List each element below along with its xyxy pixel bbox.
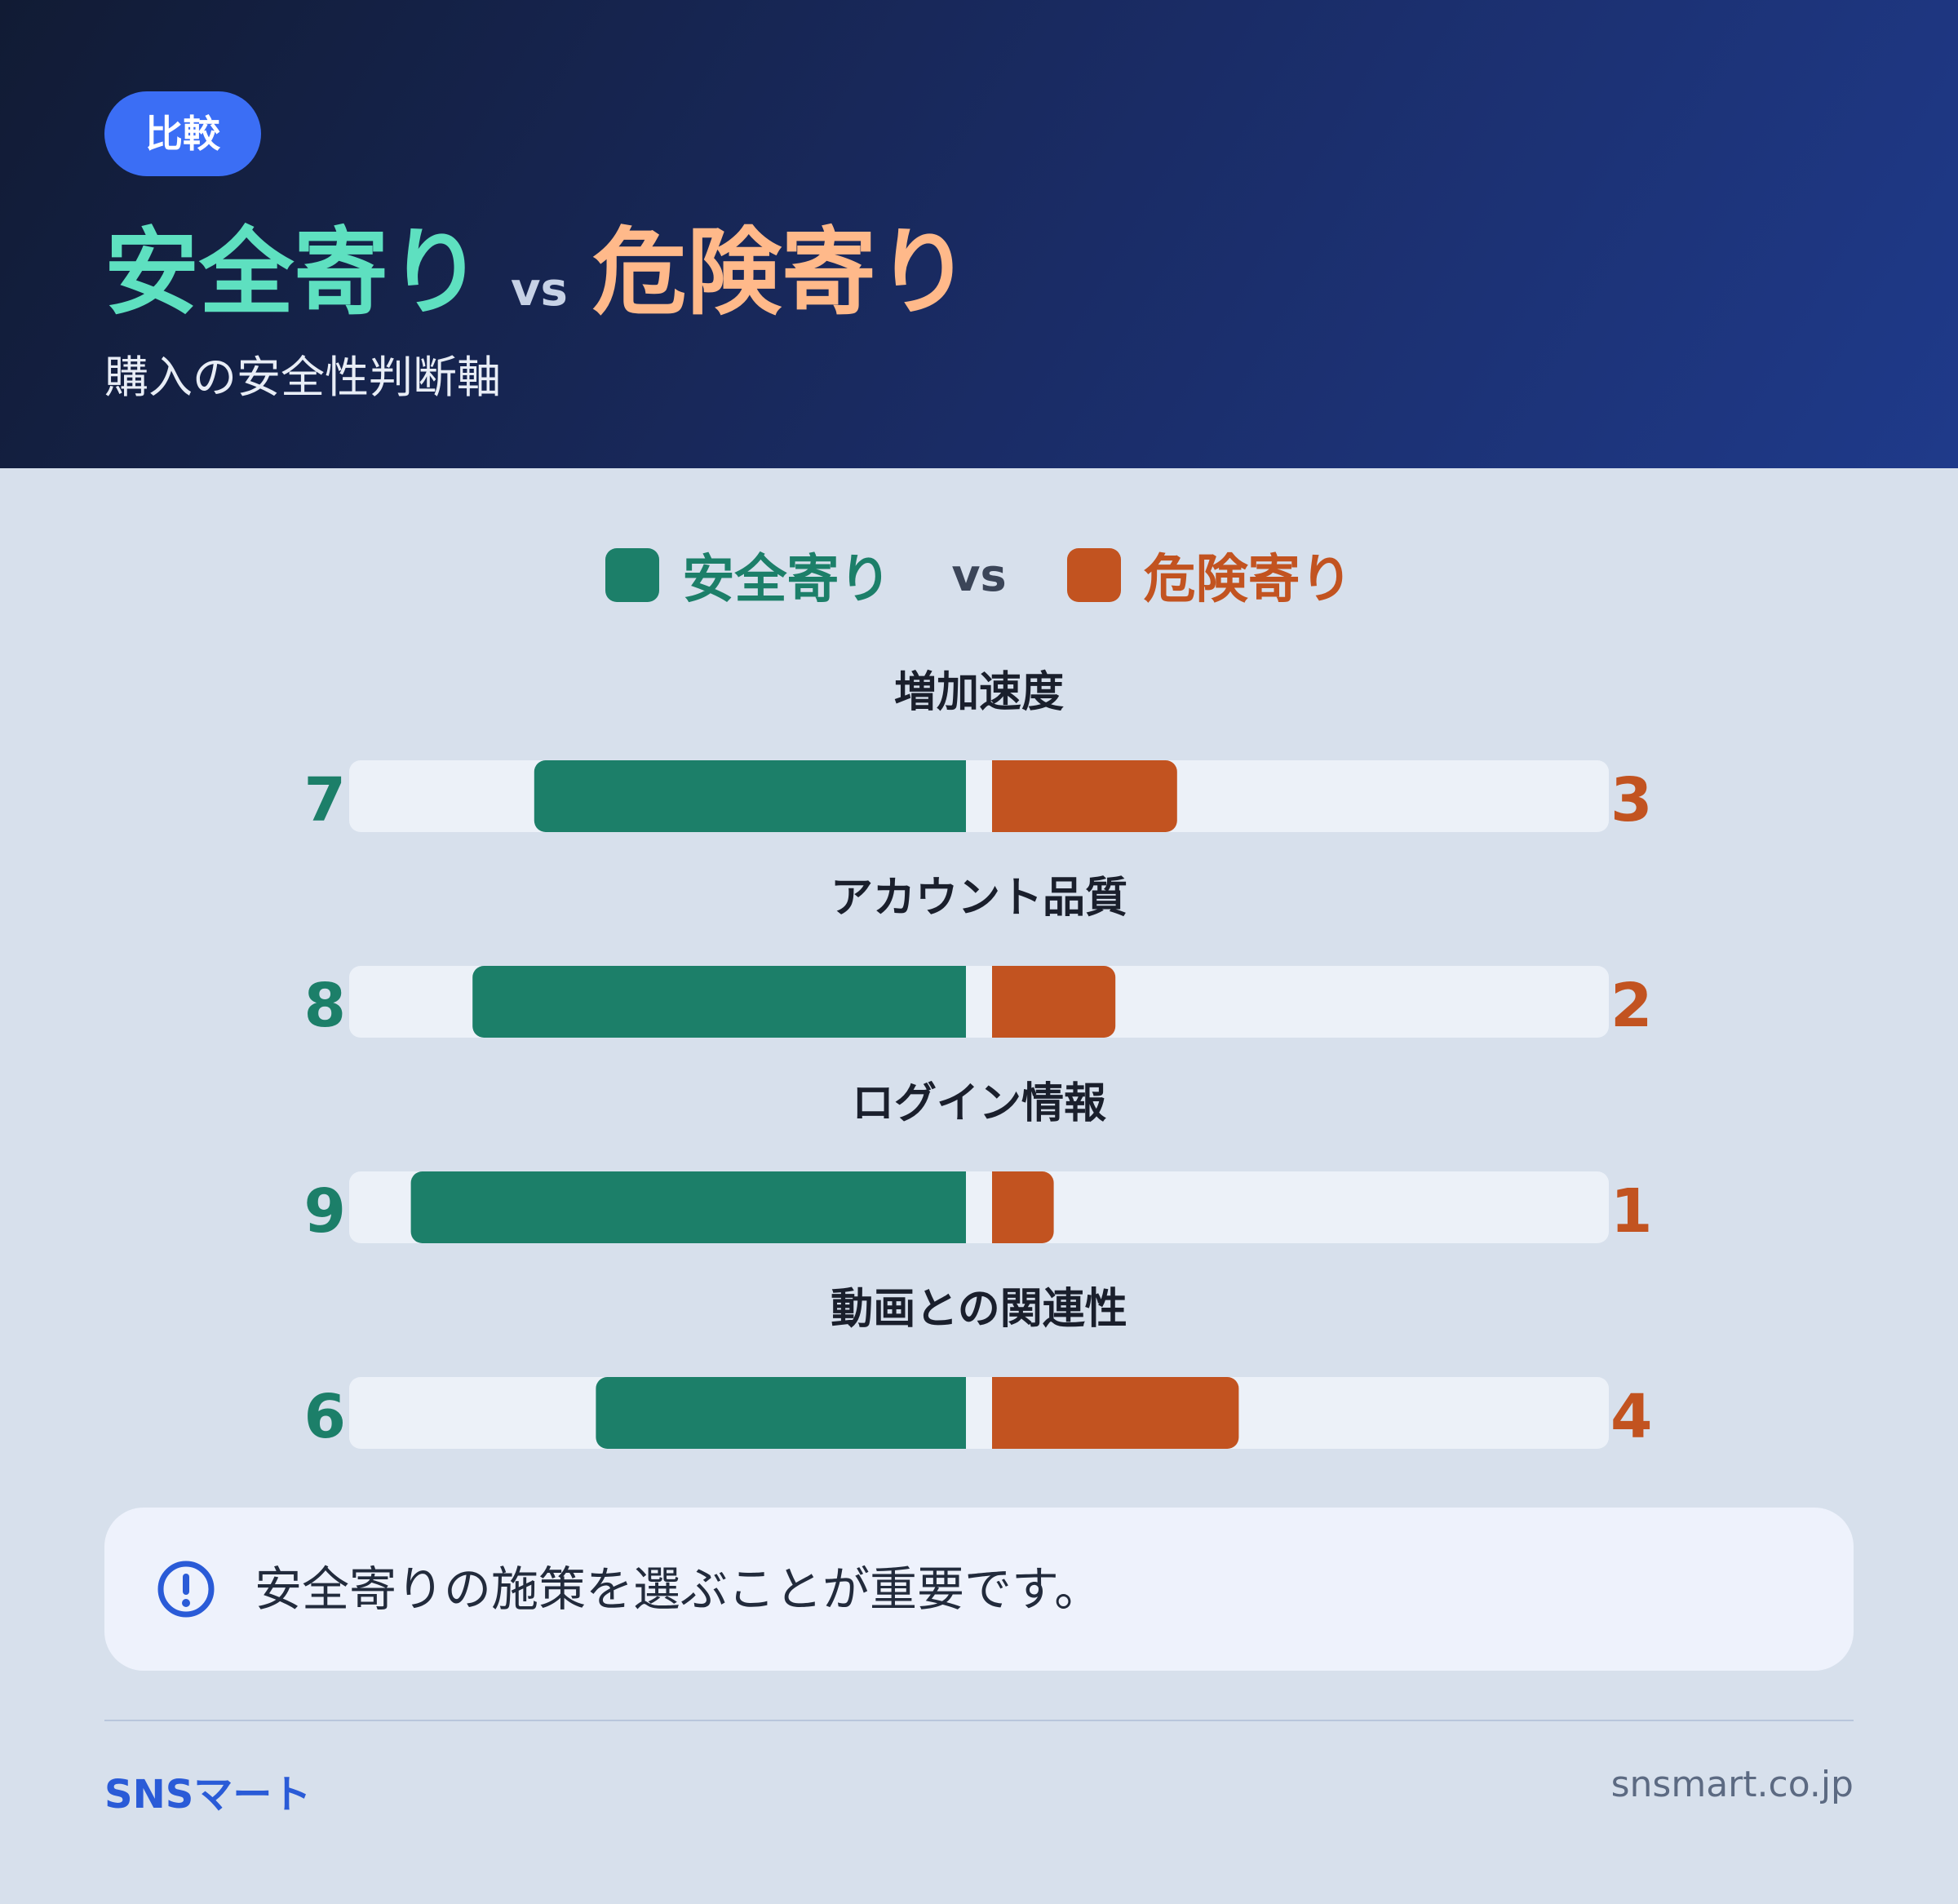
bar-track bbox=[349, 1377, 1609, 1449]
note-text: 安全寄りの施策を選ぶことが重要です。 bbox=[255, 1561, 1102, 1617]
brand-name: SNSマート bbox=[104, 1772, 312, 1818]
legend-swatch-risk bbox=[1066, 548, 1121, 602]
site-domain: snsmart.co.jp bbox=[1610, 1764, 1854, 1805]
value-label-risk: 1 bbox=[1610, 1176, 1653, 1246]
header-banner: 比較 安全寄り vs 危険寄り 購入の安全性判断軸 bbox=[0, 0, 1958, 468]
bar-risk-edge bbox=[992, 1377, 1008, 1449]
category-tag: 比較 bbox=[104, 91, 261, 176]
legend-vs: vs bbox=[951, 549, 1007, 601]
bar-safe bbox=[534, 760, 966, 832]
value-label-safe: 6 bbox=[304, 1382, 347, 1452]
legend-swatch-safe bbox=[605, 548, 660, 602]
bar-safe bbox=[472, 966, 966, 1038]
legend-label-safe: 安全寄り bbox=[682, 550, 892, 610]
value-label-risk: 3 bbox=[1610, 765, 1653, 835]
bar-risk-edge bbox=[992, 760, 1008, 832]
bar-risk bbox=[992, 1377, 1239, 1449]
bar-risk bbox=[992, 966, 1116, 1038]
chart-legend: 安全寄り vs 危険寄り bbox=[0, 538, 1958, 612]
category-label: 増加速度 bbox=[894, 668, 1064, 717]
bar-safe-edge bbox=[950, 1377, 966, 1449]
category-label: アカウント品質 bbox=[831, 874, 1127, 923]
value-label-risk: 4 bbox=[1610, 1382, 1653, 1452]
category-label: 動画との関連性 bbox=[831, 1285, 1127, 1334]
value-label-safe: 9 bbox=[304, 1176, 347, 1246]
bar-safe-edge bbox=[950, 966, 966, 1038]
page-title: 安全寄り vs 危険寄り bbox=[104, 196, 971, 328]
exclamation-circle-icon bbox=[157, 1561, 215, 1618]
comparison-bar-chart: 増加速度 7 3 アカウント品質 8 2 ログイン情報 9 1 動画との関連性 6 4 bbox=[304, 668, 1653, 1452]
value-label-safe: 8 bbox=[304, 971, 347, 1041]
bar-risk-edge bbox=[992, 966, 1008, 1038]
page-subtitle: 購入の安全性判断軸 bbox=[104, 352, 501, 403]
bar-safe-edge bbox=[950, 760, 966, 832]
bar-risk bbox=[992, 760, 1177, 832]
bar-risk-edge bbox=[992, 1171, 1008, 1243]
bar-safe-edge bbox=[950, 1171, 966, 1243]
category-label: ログイン情報 bbox=[852, 1079, 1106, 1128]
value-label-risk: 2 bbox=[1610, 971, 1653, 1041]
title-vs: vs bbox=[511, 263, 568, 317]
legend-label-risk: 危険寄り bbox=[1143, 550, 1353, 610]
title-safe: 安全寄り bbox=[104, 218, 483, 328]
bar-safe bbox=[410, 1171, 967, 1243]
footer-divider bbox=[104, 1720, 1854, 1721]
bar-safe bbox=[596, 1377, 966, 1449]
title-risk: 危険寄り bbox=[591, 218, 971, 328]
note-box: 安全寄りの施策を選ぶことが重要です。 bbox=[104, 1508, 1854, 1671]
value-label-safe: 7 bbox=[304, 765, 347, 835]
